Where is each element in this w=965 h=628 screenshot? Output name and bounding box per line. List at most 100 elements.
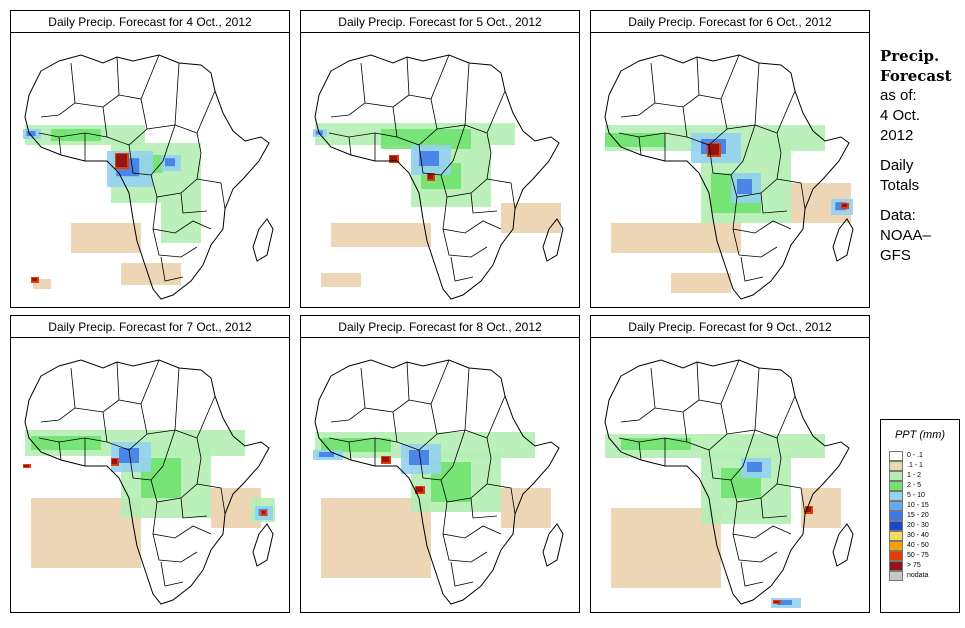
precip-patch: [416, 487, 423, 492]
country-border: [160, 256, 184, 282]
legend-entry: 40 - 50: [881, 541, 959, 551]
precip-patch: [32, 278, 37, 281]
coastline: [24, 54, 270, 300]
country-border: [442, 196, 502, 234]
legend-title: PPT (mm): [894, 429, 946, 441]
country-border: [152, 533, 198, 563]
legend-label: nodata: [907, 572, 929, 579]
precip-patch: [321, 438, 391, 452]
as-of-date-1: 4 Oct.: [880, 107, 921, 124]
country-border: [620, 367, 656, 423]
legend-entry: 5 - 10: [881, 491, 959, 501]
legend-entry: .1 - 1: [881, 461, 959, 471]
precip-patch: [747, 462, 762, 472]
legend-swatch: [889, 501, 903, 511]
precip-patch: [112, 459, 117, 464]
legend-swatch: [889, 451, 903, 461]
precip-patch: [605, 133, 665, 147]
precip-map: [313, 359, 564, 605]
legend-swatch: [889, 551, 903, 561]
country-border: [196, 178, 226, 210]
panel-title: Daily Precip. Forecast for 9 Oct., 2012: [591, 316, 869, 338]
precip-patch: [777, 600, 792, 605]
sidebar-heading-2: Forecast: [880, 67, 952, 85]
country-border: [150, 437, 202, 503]
country-border: [328, 437, 398, 443]
legend-label: 40 - 50: [907, 542, 929, 549]
country-border: [38, 437, 108, 443]
precip-patch: [611, 223, 741, 253]
legend-label: 10 - 15: [907, 502, 929, 509]
legend-label: 2 - 5: [907, 482, 922, 489]
precip-patch: [321, 273, 361, 287]
precip-patch: [501, 488, 551, 528]
data-source-1: Data:: [880, 207, 916, 224]
country-border: [330, 367, 366, 423]
panel-title: Daily Precip. Forecast for 7 Oct., 2012: [11, 316, 289, 338]
data-source-3: GFS: [880, 247, 911, 264]
sidebar-heading-1: Precip.: [880, 47, 940, 65]
precip-map: [23, 54, 274, 300]
country-border: [638, 136, 642, 156]
precip-patch: [331, 223, 431, 247]
country-border: [620, 62, 656, 118]
country-border: [776, 483, 806, 515]
country-border: [732, 533, 778, 563]
forecast-panel-1: Daily Precip. Forecast for 4 Oct., 2012: [10, 10, 290, 308]
country-border: [348, 136, 352, 156]
legend-entry: 10 - 15: [881, 501, 959, 511]
legend-swatch: [889, 511, 903, 521]
panel-title: Daily Precip. Forecast for 6 Oct., 2012: [591, 11, 869, 33]
precip-patch: [51, 129, 101, 141]
legend-label: 20 - 30: [907, 522, 929, 529]
legend-swatch: [889, 491, 903, 501]
legend-label: 1 - 2: [907, 472, 922, 479]
precip-patch: [382, 457, 389, 462]
country-border: [450, 561, 474, 587]
madagascar-outline: [542, 218, 564, 262]
legend-swatch: [889, 461, 903, 471]
legend-entry: 2 - 5: [881, 481, 959, 491]
legend-label: .1 - 1: [907, 462, 923, 469]
country-border: [74, 361, 120, 413]
precip-patch: [419, 151, 439, 166]
country-border: [160, 561, 184, 587]
country-border: [442, 228, 488, 258]
precip-patch: [119, 448, 139, 463]
legend-label: 50 - 75: [907, 552, 929, 559]
country-border: [196, 483, 226, 515]
country-border: [654, 56, 700, 108]
daily-label-1: Daily: [880, 157, 914, 174]
legend-swatch: [889, 571, 903, 581]
country-border: [364, 361, 410, 413]
legend-entry: 0 - .1: [881, 451, 959, 461]
precip-patch: [708, 144, 719, 155]
country-border: [450, 256, 474, 282]
precip-patch: [621, 438, 691, 450]
precip-patch: [671, 273, 731, 293]
sidebar-info: Precip. Forecast as of: 4 Oct. 2012 Dail…: [880, 46, 964, 266]
legend-label: 30 - 40: [907, 532, 929, 539]
precip-map: [313, 54, 564, 300]
country-border: [58, 136, 62, 156]
precip-patch: [33, 279, 51, 289]
legend-swatch: [889, 541, 903, 551]
country-border: [150, 132, 202, 198]
ppt-legend: PPT (mm) 0 - .1 .1 - 1 1 - 2 2 - 5 5 - 10 10 …: [880, 419, 960, 613]
as-of-label: as of:: [880, 87, 917, 104]
madagascar-outline: [252, 218, 274, 262]
country-border: [330, 62, 366, 118]
country-border: [348, 441, 352, 461]
legend-label: 0 - .1: [907, 452, 923, 459]
legend-swatch: [889, 471, 903, 481]
as-of-date-2: 2012: [880, 127, 914, 144]
precip-patch: [835, 202, 847, 211]
precip-patch: [165, 158, 175, 167]
coastline: [604, 359, 850, 605]
coastline: [24, 359, 270, 605]
precip-patch: [116, 154, 127, 167]
legend-swatch: [889, 521, 903, 531]
forecast-panel-4: Daily Precip. Forecast for 7 Oct., 2012: [10, 315, 290, 613]
legend-entry: 50 - 75: [881, 551, 959, 561]
country-border: [486, 483, 516, 515]
